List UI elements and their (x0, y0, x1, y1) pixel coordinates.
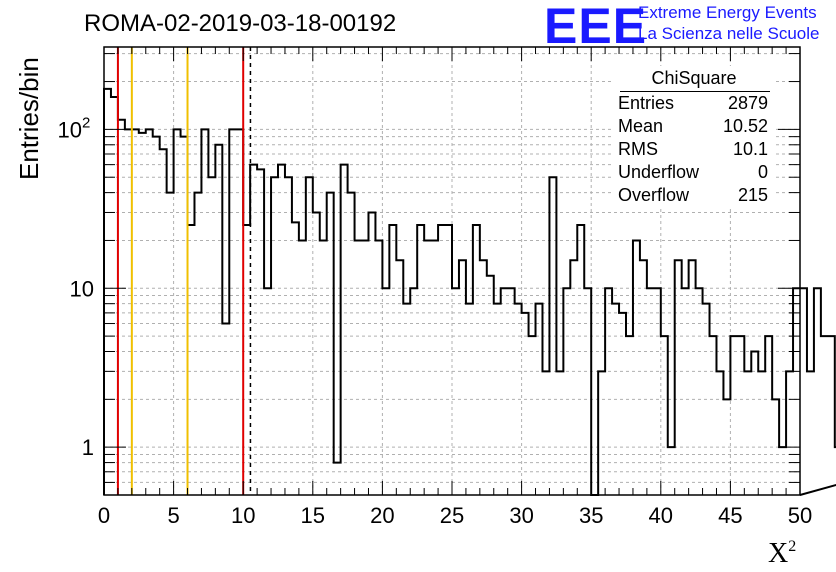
x-tick-label: 45 (718, 503, 742, 528)
x-tick-label: 0 (98, 503, 110, 528)
eee-logo: EEE (544, 0, 648, 54)
stats-row-entries: Entries 2879 (618, 93, 768, 115)
stats-name: Mean (618, 116, 664, 136)
stats-divider (620, 91, 770, 92)
stats-value: 10.52 (722, 116, 768, 136)
x-tick-label: 25 (440, 503, 464, 528)
stats-row-overflow: Overflow 215 (618, 185, 768, 207)
x-axis-label: X2 (768, 538, 796, 570)
reference-lines (116, 47, 252, 495)
stats-box: ChiSquare Entries 2879 Mean 10.52 RMS 10… (612, 66, 776, 206)
grid-lines (104, 47, 800, 496)
stats-row-underflow: Underflow 0 (618, 162, 768, 184)
stats-name: Underflow (618, 162, 700, 182)
logo-line-1: Extreme Energy Events (638, 3, 817, 22)
y-tick-label-sup: 2 (82, 114, 90, 131)
stats-value: 0 (757, 162, 768, 182)
stats-title: ChiSquare (651, 68, 737, 88)
stats-name: Overflow (618, 185, 690, 205)
logo-line-2: La Scienza nelle Scuole (638, 24, 820, 43)
x-tick-label: 30 (509, 503, 533, 528)
y-axis-label: Entries/bin (14, 57, 44, 180)
chart-title: ROMA-02-2019-03-18-00192 (84, 10, 397, 37)
stats-name: Entries (618, 93, 675, 113)
x-tick-label: 35 (579, 503, 603, 528)
x-tick-label: 50 (788, 503, 812, 528)
x-tick-label: 40 (649, 503, 673, 528)
y-tick-label: 10 (70, 276, 94, 301)
stats-name: RMS (618, 139, 658, 159)
x-tick-label: 15 (301, 503, 325, 528)
stats-row-mean: Mean 10.52 (618, 116, 768, 138)
x-tick-label: 5 (167, 503, 179, 528)
stats-value: 2879 (727, 93, 768, 113)
stats-value: 215 (737, 185, 768, 205)
x-axis-label-sup: 2 (788, 538, 797, 555)
stats-value: 10.1 (732, 139, 768, 159)
y-tick-label: 10 (58, 117, 82, 142)
histogram (103, 87, 836, 496)
stats-row-rms: RMS 10.1 (618, 139, 768, 161)
x-tick-label: 20 (370, 503, 394, 528)
x-axis-label-base: X (768, 538, 789, 569)
histogram-outline (103, 87, 836, 496)
x-tick-label: 10 (231, 503, 255, 528)
y-tick-label: 1 (82, 435, 94, 460)
axis-ticks (103, 47, 801, 496)
